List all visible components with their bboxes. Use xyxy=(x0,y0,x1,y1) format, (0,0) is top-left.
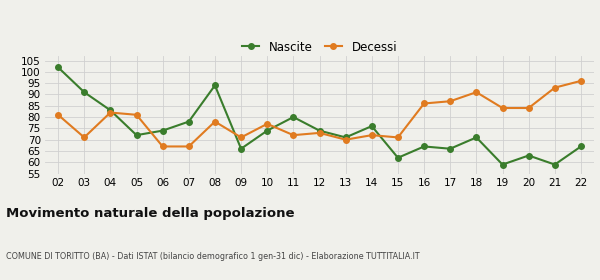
Text: Movimento naturale della popolazione: Movimento naturale della popolazione xyxy=(6,207,295,220)
Nascite xyxy=(394,156,401,159)
Nascite xyxy=(159,129,166,132)
Decessi xyxy=(551,86,559,89)
Nascite xyxy=(473,136,480,139)
Nascite xyxy=(238,147,245,150)
Nascite xyxy=(55,66,62,69)
Line: Nascite: Nascite xyxy=(55,64,584,167)
Nascite xyxy=(185,120,193,123)
Decessi xyxy=(577,79,584,83)
Line: Decessi: Decessi xyxy=(55,78,584,149)
Decessi xyxy=(368,134,376,137)
Nascite xyxy=(446,147,454,150)
Decessi xyxy=(159,145,166,148)
Nascite xyxy=(80,90,88,94)
Nascite xyxy=(133,134,140,137)
Decessi xyxy=(316,131,323,135)
Nascite xyxy=(421,145,428,148)
Nascite xyxy=(577,145,584,148)
Decessi xyxy=(421,102,428,105)
Nascite xyxy=(551,163,559,166)
Nascite xyxy=(525,154,532,157)
Decessi xyxy=(394,136,401,139)
Decessi xyxy=(107,111,114,114)
Decessi xyxy=(499,106,506,110)
Decessi xyxy=(290,134,297,137)
Decessi xyxy=(342,138,349,141)
Nascite xyxy=(263,129,271,132)
Decessi xyxy=(473,90,480,94)
Nascite xyxy=(316,129,323,132)
Nascite xyxy=(290,115,297,119)
Nascite xyxy=(368,124,376,128)
Decessi xyxy=(263,122,271,125)
Text: COMUNE DI TORITTO (BA) - Dati ISTAT (bilancio demografico 1 gen-31 dic) - Elabor: COMUNE DI TORITTO (BA) - Dati ISTAT (bil… xyxy=(6,252,419,261)
Nascite xyxy=(342,136,349,139)
Nascite xyxy=(107,109,114,112)
Nascite xyxy=(211,84,218,87)
Decessi xyxy=(55,113,62,116)
Decessi xyxy=(446,100,454,103)
Decessi xyxy=(525,106,532,110)
Legend: Nascite, Decessi: Nascite, Decessi xyxy=(237,36,402,59)
Decessi xyxy=(80,136,88,139)
Decessi xyxy=(238,136,245,139)
Nascite xyxy=(499,163,506,166)
Decessi xyxy=(133,113,140,116)
Decessi xyxy=(211,120,218,123)
Decessi xyxy=(185,145,193,148)
